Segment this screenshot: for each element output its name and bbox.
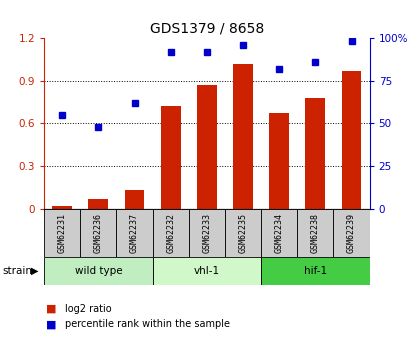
Text: vhl-1: vhl-1 xyxy=(194,266,220,276)
Bar xyxy=(161,106,181,209)
Text: ■: ■ xyxy=(46,304,57,314)
Bar xyxy=(233,63,253,209)
Text: wild type: wild type xyxy=(74,266,122,276)
Bar xyxy=(261,257,370,285)
Title: GDS1379 / 8658: GDS1379 / 8658 xyxy=(150,21,264,36)
Bar xyxy=(333,209,370,257)
Bar xyxy=(305,98,326,209)
Text: hif-1: hif-1 xyxy=(304,266,327,276)
Text: GSM62233: GSM62233 xyxy=(202,213,211,253)
Bar xyxy=(125,190,144,209)
Text: log2 ratio: log2 ratio xyxy=(65,304,112,314)
Bar xyxy=(152,257,261,285)
Text: GSM62238: GSM62238 xyxy=(311,213,320,253)
Bar xyxy=(80,209,116,257)
Text: GSM62234: GSM62234 xyxy=(275,213,284,253)
Bar xyxy=(341,71,362,209)
Bar xyxy=(197,85,217,209)
Bar xyxy=(116,209,152,257)
Bar xyxy=(225,209,261,257)
Text: GSM62235: GSM62235 xyxy=(239,213,247,253)
Text: ▶: ▶ xyxy=(31,266,38,276)
Text: GSM62231: GSM62231 xyxy=(58,213,67,253)
Text: strain: strain xyxy=(2,266,32,276)
Text: percentile rank within the sample: percentile rank within the sample xyxy=(65,319,230,329)
Bar xyxy=(152,209,189,257)
Bar xyxy=(261,209,297,257)
Text: GSM62232: GSM62232 xyxy=(166,213,175,253)
Bar xyxy=(88,199,108,209)
Text: GSM62236: GSM62236 xyxy=(94,213,103,253)
Text: ■: ■ xyxy=(46,319,57,329)
Bar xyxy=(189,209,225,257)
Bar xyxy=(44,257,152,285)
Text: GSM62239: GSM62239 xyxy=(347,213,356,253)
Bar xyxy=(52,206,72,209)
Bar xyxy=(44,209,80,257)
Bar xyxy=(297,209,333,257)
Text: GSM62237: GSM62237 xyxy=(130,213,139,253)
Bar xyxy=(269,114,289,209)
